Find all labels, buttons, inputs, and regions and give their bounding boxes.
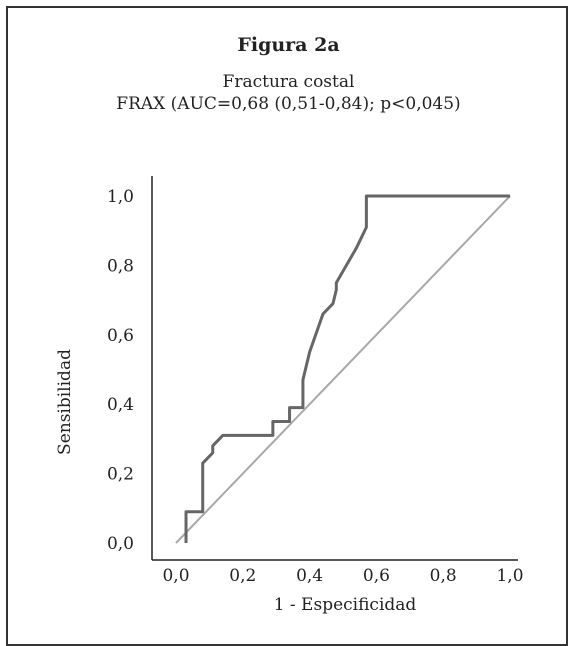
chart-subtitle-line1: Fractura costal [222, 72, 355, 92]
roc-curve-line [184, 194, 510, 543]
y-tick-label: 0,6 [107, 326, 134, 346]
x-tick-label: 0,6 [363, 566, 390, 586]
x-tick-label: 0,2 [229, 566, 256, 586]
x-tick-label: 1,0 [496, 566, 523, 586]
y-tick-label: 0,0 [107, 534, 134, 554]
y-tick-label: 1,0 [107, 187, 134, 207]
x-tick-label: 0,4 [296, 566, 323, 586]
reference-diagonal-line [175, 195, 511, 544]
figure-label: Figura 2a [237, 34, 340, 56]
chart-subtitle-line2: FRAX (AUC=0,68 (0,51-0,84); p<0,045) [116, 94, 461, 114]
y-tick-label: 0,4 [107, 395, 134, 415]
x-axis-label: 1 - Especificidad [274, 595, 417, 615]
roc-chart: 0,0 0,2 0,4 0,6 0,8 1,0 0,0 0,2 0,4 0,6 0,8 1,0 1 - … [55, 176, 524, 615]
y-axis-label: Sensibilidad [55, 349, 75, 455]
y-tick-label: 0,2 [107, 465, 134, 485]
y-tick-label: 0,8 [107, 256, 134, 276]
x-tick-label: 0,0 [162, 566, 189, 586]
x-tick-label: 0,8 [430, 566, 457, 586]
